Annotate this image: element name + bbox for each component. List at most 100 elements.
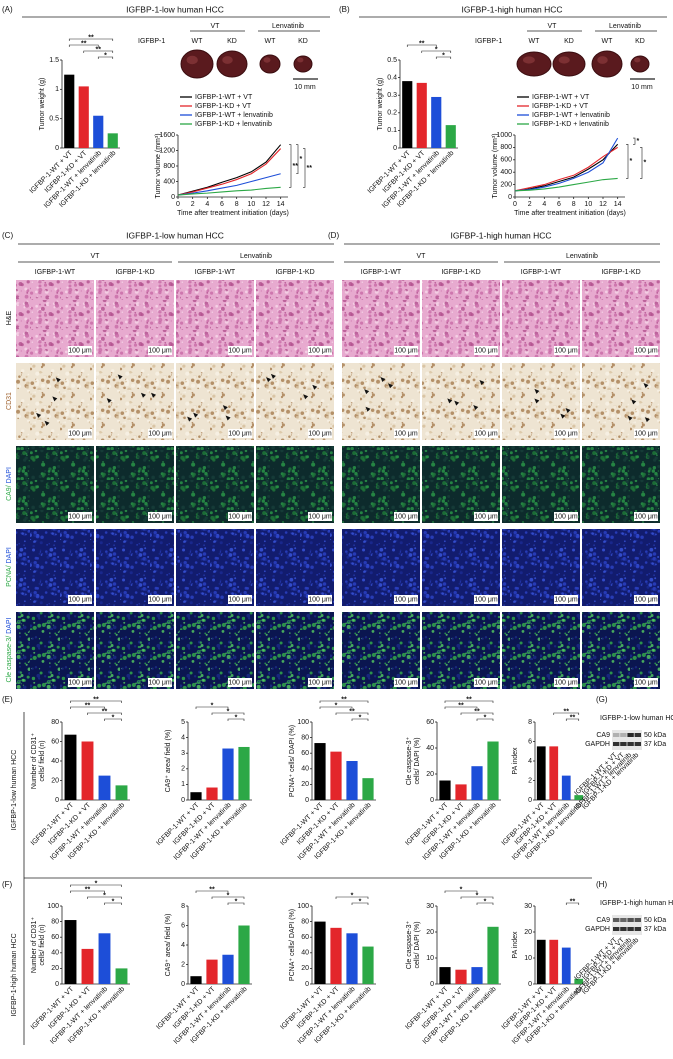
y-tick-label: 1: [181, 781, 185, 788]
blot-band: [634, 742, 641, 746]
micrograph: [256, 529, 334, 606]
micrograph: [422, 280, 500, 357]
scale-bar-box: [474, 512, 498, 521]
scale-bar-box: [634, 429, 658, 438]
micrograph: [422, 446, 500, 523]
scale-bar-label: 100 μm: [634, 679, 658, 686]
sample-label: KD: [564, 38, 574, 45]
series-line: [177, 173, 281, 196]
y-tick-label: 0.2: [387, 110, 397, 117]
sample-label: WT: [192, 38, 204, 45]
scale-bar-box: [148, 595, 172, 604]
scale-bar-box: [308, 512, 332, 521]
significance-label: **: [209, 886, 215, 893]
scale-bar-box: [308, 429, 332, 438]
significance-bracket: [195, 890, 229, 893]
tumor-highlight: [186, 55, 198, 65]
arrowhead: [627, 415, 633, 421]
micrograph: [422, 612, 500, 689]
x-tick-label: 14: [614, 201, 622, 208]
significance-bracket: [460, 712, 494, 715]
significance-label: *: [442, 52, 445, 59]
scale-bar-box: [228, 429, 252, 438]
blot-membrane: [612, 730, 642, 750]
scale-bar-label: 100 μm: [228, 347, 252, 354]
significance-bracket: [68, 38, 114, 41]
stain-label: CA9/ DAPI: [6, 467, 13, 501]
scale-bar-box: [308, 346, 332, 355]
group-label: Lenvatinib: [609, 23, 641, 30]
group-label: Lenvatinib: [240, 253, 272, 260]
significance-bracket: [70, 700, 122, 703]
micrograph: [176, 446, 254, 523]
micrograph: [342, 529, 420, 606]
bar: [206, 959, 218, 984]
scale-bar-box: [148, 429, 172, 438]
bar: [64, 920, 77, 984]
bar: [64, 734, 77, 800]
significance-label: *: [484, 714, 487, 721]
blot-band: [613, 733, 620, 737]
blot-band: [620, 918, 627, 922]
x-tick-label: IGFBP-1-WT + lenvatinib: [43, 150, 103, 210]
sample-label: IGFBP-1-WT: [521, 269, 562, 276]
sample-label: WT: [602, 38, 614, 45]
significance-bracket: [97, 56, 114, 59]
scale-bar-box: [634, 595, 658, 604]
y-tick-label: 0: [430, 981, 434, 988]
legend-label: IGFBP-1-KD + VT: [532, 103, 589, 110]
bar: [107, 133, 118, 148]
sample-label: IGFBP-1-WT: [195, 269, 236, 276]
micrograph: [96, 446, 174, 523]
arrowhead: [565, 407, 571, 413]
stain-label: H&E: [6, 310, 13, 325]
bar: [222, 748, 234, 800]
group-label: VT: [417, 253, 427, 260]
y-tick-label: 600: [500, 157, 512, 164]
significance-bracket: [211, 896, 245, 899]
scale-bar-box: [554, 512, 578, 521]
bar: [402, 81, 413, 148]
micrograph: [176, 363, 254, 440]
significance-label: *: [103, 892, 106, 899]
group-label: Lenvatinib: [272, 23, 304, 30]
scale-bar-label: 100 μm: [308, 596, 332, 603]
y-tick-label: 100: [297, 719, 309, 726]
significance-label: *: [335, 702, 338, 709]
bar: [115, 968, 128, 984]
scale-bar-box: [394, 346, 418, 355]
scale-bar-box: [394, 678, 418, 687]
blot-band: [620, 733, 627, 737]
scale-bar-box: [68, 512, 92, 521]
micrograph: [582, 529, 660, 606]
y-tick-label: 100: [47, 903, 59, 910]
significance-label: **: [349, 708, 355, 715]
micrograph: [342, 280, 420, 357]
row-label: IGFBP-1-low human HCC: [11, 750, 18, 831]
sample-label: WT: [529, 38, 541, 45]
panel-label: (B): [339, 5, 350, 14]
bar: [455, 784, 467, 800]
micrograph: [256, 446, 334, 523]
scale-bar-label: 100 μm: [394, 596, 418, 603]
stain-part: DAPI: [6, 617, 13, 635]
tumor-highlight: [263, 57, 271, 63]
significance-label: **: [102, 708, 108, 715]
micrograph: [256, 363, 334, 440]
significance-bracket: [104, 902, 122, 905]
significance-label: **: [570, 898, 576, 905]
bar: [574, 795, 584, 800]
y-axis-label: Tumor volume (mm³): [492, 133, 499, 198]
group-label: VT: [548, 23, 558, 30]
series-line: [177, 148, 282, 196]
arrowhead: [151, 392, 157, 398]
significance-label: **: [85, 702, 91, 709]
stain-label: CD31: [6, 392, 13, 410]
y-tick-label: 1.5: [49, 57, 59, 64]
x-tick-label: 2: [191, 201, 195, 208]
micrograph: [342, 446, 420, 523]
scale-bar-label: 100 μm: [474, 596, 498, 603]
significance-bracket: [444, 700, 494, 703]
sample-label: KD: [298, 38, 308, 45]
significance-bracket: [289, 144, 292, 188]
